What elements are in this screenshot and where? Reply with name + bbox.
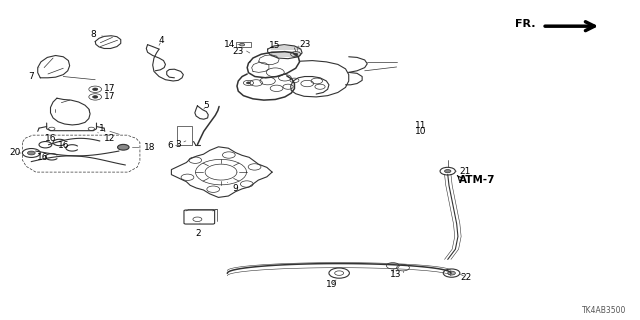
Circle shape — [28, 151, 35, 155]
Text: 14: 14 — [223, 40, 240, 49]
Text: 8: 8 — [90, 30, 104, 39]
Circle shape — [118, 144, 129, 150]
Text: 12: 12 — [98, 132, 115, 143]
Circle shape — [448, 271, 456, 275]
Circle shape — [294, 53, 298, 55]
Text: 17: 17 — [104, 84, 116, 93]
Text: 18: 18 — [132, 143, 156, 152]
Circle shape — [93, 88, 98, 91]
Text: 5: 5 — [204, 101, 209, 110]
Text: 21: 21 — [456, 167, 470, 176]
Text: 1: 1 — [99, 124, 120, 134]
Bar — [177, 125, 192, 145]
Circle shape — [239, 44, 244, 46]
Text: 16: 16 — [37, 153, 49, 162]
Text: ATM-7: ATM-7 — [460, 175, 496, 185]
Text: 15: 15 — [269, 41, 280, 50]
Text: 6: 6 — [168, 141, 173, 150]
FancyBboxPatch shape — [184, 210, 214, 224]
Text: 23: 23 — [232, 46, 243, 56]
Text: FR.: FR. — [515, 19, 536, 29]
Circle shape — [445, 170, 451, 173]
Text: 9: 9 — [227, 182, 239, 193]
Text: 4: 4 — [159, 36, 164, 45]
Text: 19: 19 — [326, 280, 337, 289]
Text: 23: 23 — [300, 40, 311, 49]
Text: 11: 11 — [415, 121, 426, 130]
Text: TK4AB3500: TK4AB3500 — [582, 306, 627, 315]
Text: 10: 10 — [415, 127, 426, 136]
Text: 22: 22 — [460, 273, 472, 282]
Circle shape — [93, 96, 98, 98]
Bar — [236, 42, 251, 47]
Text: 2: 2 — [196, 223, 202, 238]
Text: 3: 3 — [175, 140, 186, 149]
Text: 16: 16 — [45, 134, 57, 143]
Circle shape — [246, 82, 250, 84]
Text: 16: 16 — [58, 141, 70, 150]
Text: 7: 7 — [28, 68, 39, 81]
Text: 13: 13 — [390, 269, 401, 279]
Text: 17: 17 — [104, 92, 116, 101]
Text: 20: 20 — [10, 148, 21, 157]
